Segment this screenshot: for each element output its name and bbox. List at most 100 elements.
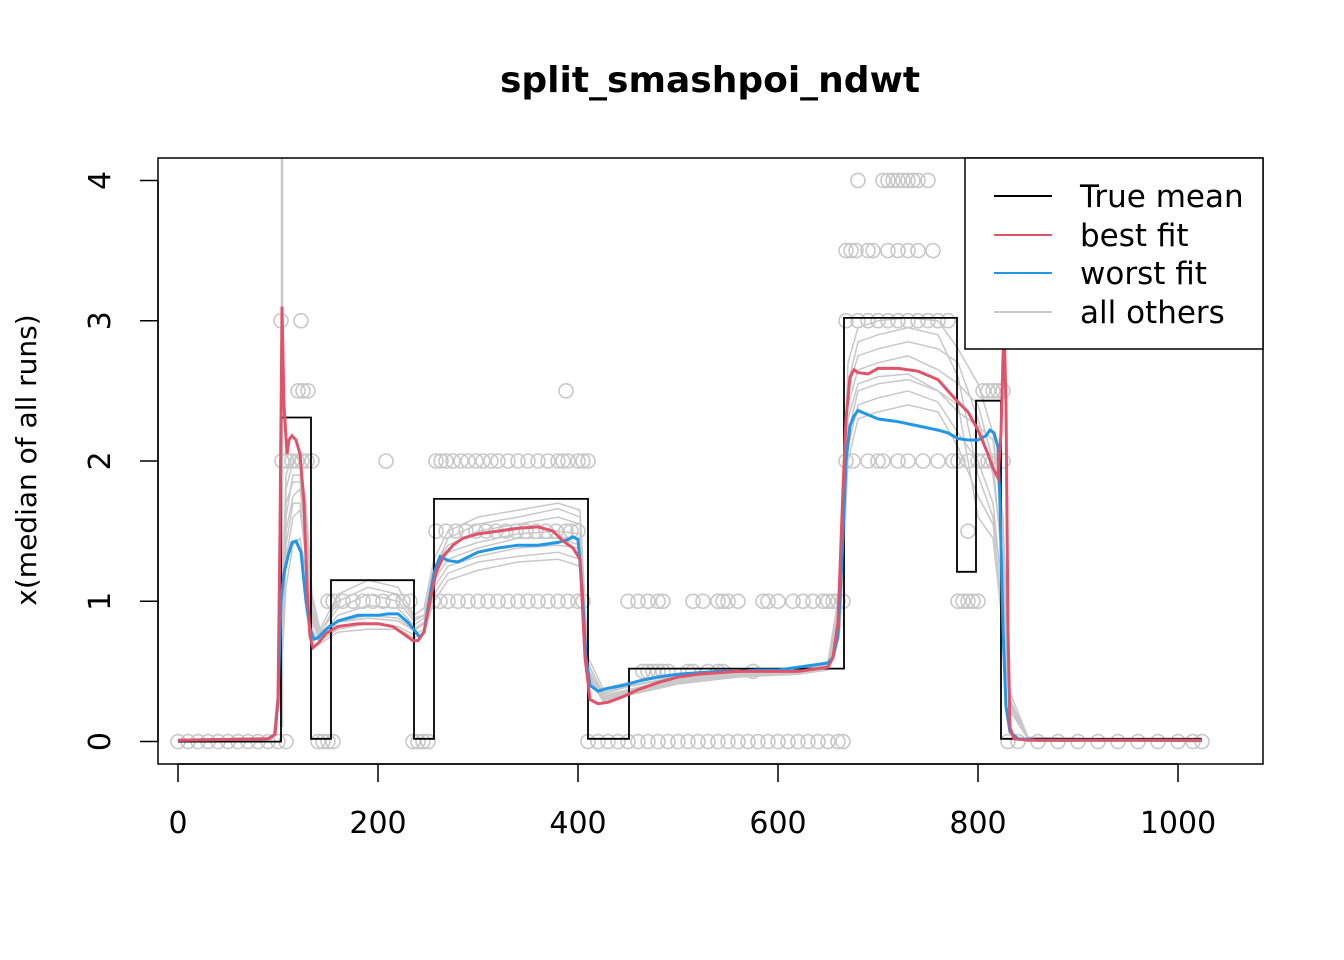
true-mean-path [178,317,1202,743]
data-point [550,593,566,610]
data-point [640,593,656,610]
data-point [433,453,449,469]
data-point [980,383,996,399]
data-point [895,172,911,189]
data-point [900,172,916,189]
data-point [670,733,686,750]
data-point [640,733,656,750]
data-point [900,453,916,469]
data-point [970,453,986,469]
data-point [940,312,956,329]
data-point [915,453,931,469]
data-point [325,733,341,750]
data-point [530,593,546,610]
data-point [560,593,576,610]
data-point [930,453,946,469]
data-point [365,593,381,610]
legend-label-true-mean: True mean [1079,179,1244,215]
legend: True mean best fit worst fit all others [964,157,1264,350]
data-point [843,242,859,259]
data-point [965,593,981,610]
data-point [715,593,731,610]
data-point [470,593,486,610]
data-point [790,733,806,750]
data-point [838,242,854,259]
data-point [558,383,574,399]
data-point [860,453,876,469]
data-point [910,172,926,189]
data-point [860,242,876,259]
x-tick-label: 200 [349,806,406,841]
data-point [950,453,966,469]
data-point [415,733,431,750]
data-point [335,593,351,610]
data-point [295,383,311,399]
data-point [685,593,701,610]
data-point [848,242,864,259]
data-point [755,593,771,610]
data-point [610,733,626,750]
data-point [710,733,726,750]
data-point [890,242,906,259]
data-point [500,453,516,469]
data-point [620,593,636,610]
data-point [432,593,448,610]
data-point [875,453,891,469]
data-point [1000,733,1016,750]
data-point [480,593,496,610]
data-point [890,312,906,329]
data-point [560,453,576,469]
data-point [955,593,971,610]
y-tick-label: 1 [83,592,118,611]
data-point [300,383,316,399]
data-point [630,593,646,610]
data-point [690,733,706,750]
data-point [838,312,854,329]
legend-label-worst-fit: worst fit [1080,256,1207,292]
data-point [890,172,906,189]
data-point [830,733,846,750]
data-point [805,593,821,610]
data-point [730,593,746,610]
data-point [540,593,556,610]
data-point [800,733,816,750]
data-point [590,733,606,750]
data-point [810,733,826,750]
data-point [600,733,616,750]
data-point [960,523,976,539]
data-point [950,593,966,610]
data-point [655,593,671,610]
data-point [720,733,736,750]
y-tick-label: 0 [83,732,118,751]
data-point [460,453,476,469]
data-point [870,453,886,469]
data-point [530,453,546,469]
data-point [650,593,666,610]
data-point [630,733,646,750]
data-point [650,733,666,750]
x-tick-label: 600 [749,806,806,841]
data-point [500,593,516,610]
x-tick-label: 800 [949,806,1006,841]
data-point [483,453,499,469]
data-point [850,172,866,189]
x-tick-label: 0 [168,806,187,841]
data-point [460,593,476,610]
data-point [780,733,796,750]
data-point [770,733,786,750]
worst-fit-path [177,408,1202,742]
data-point [304,453,320,469]
data-point [315,733,331,750]
y-axis-label: x(median of all runs) [10,314,43,605]
data-point [835,593,851,610]
data-point [750,733,766,750]
data-point [490,593,506,610]
data-point [890,453,906,469]
y-tick-label: 2 [83,451,118,470]
y-axis: 0 1 2 3 4 [83,171,159,751]
legend-box [964,157,1264,350]
y-tick-label: 3 [83,311,118,330]
data-point [820,733,836,750]
data-point [510,593,526,610]
